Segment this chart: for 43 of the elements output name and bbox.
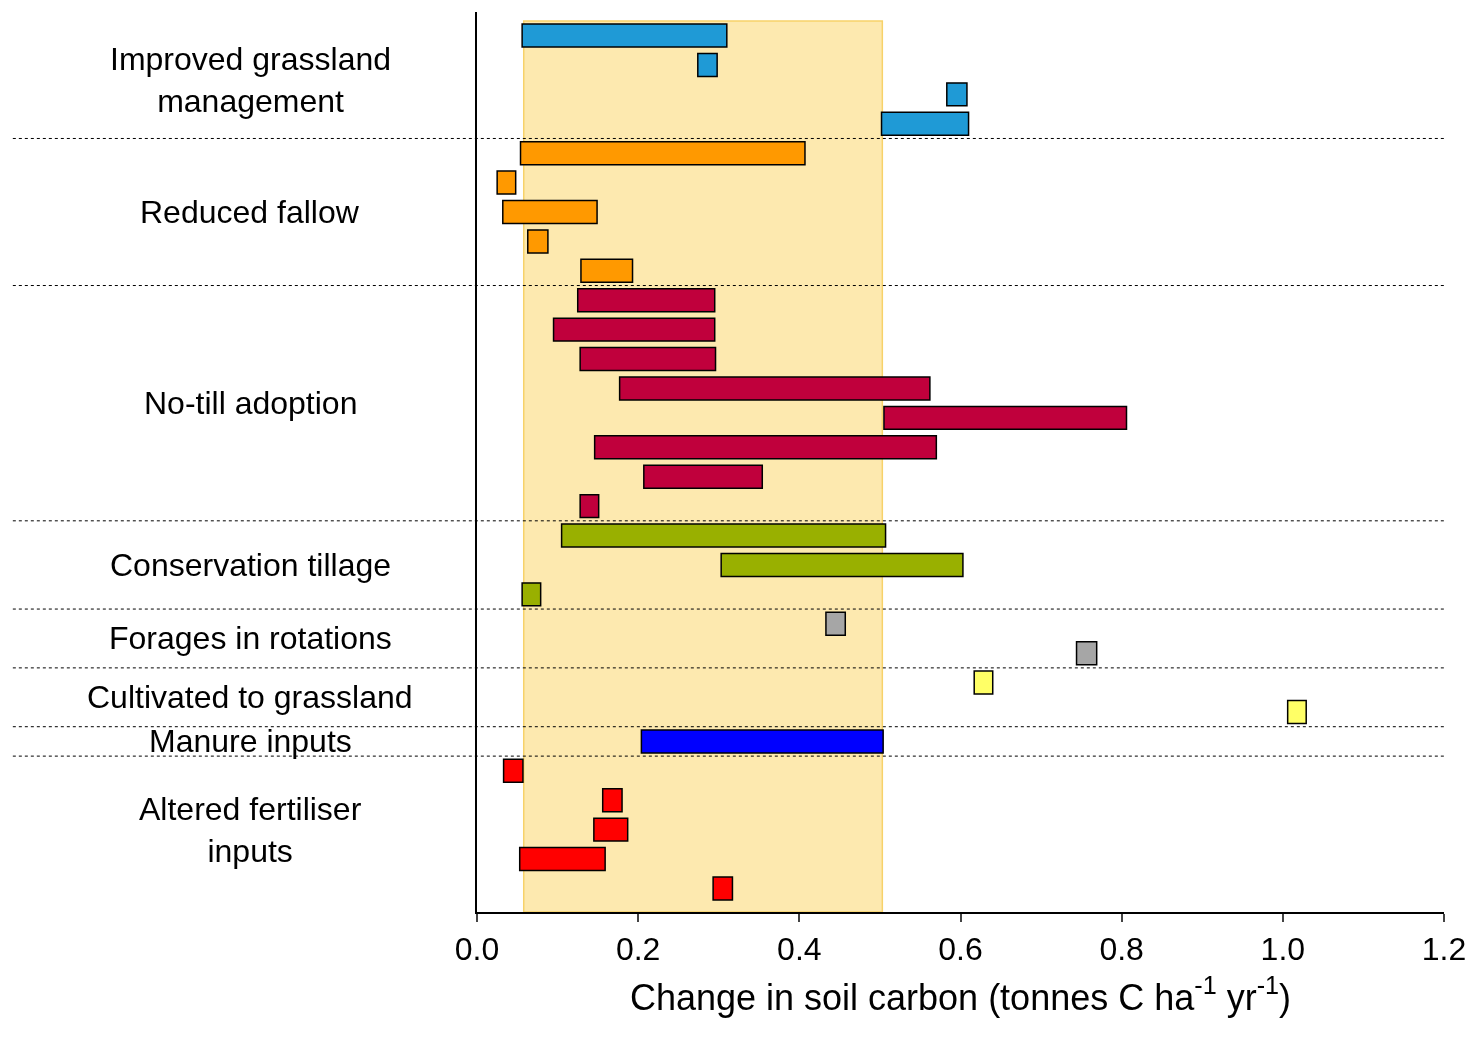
bar [880,111,970,136]
bar [521,23,728,48]
bar [643,464,764,489]
bar [712,876,734,901]
text: Conservation tillage [110,547,392,583]
x-tick-label: 0.8 [1099,931,1144,968]
bar [593,817,629,842]
x-tick-label: 1.2 [1421,931,1467,968]
bar [1075,640,1098,666]
text: Improved grassland management [110,41,392,119]
bar [527,229,549,254]
bar [560,523,887,548]
x-tick-label: 0.2 [615,931,661,968]
bar [576,288,716,313]
bar [502,758,524,784]
bar [579,493,600,519]
bar [720,552,964,578]
x-tick-label: 1.0 [1260,931,1306,968]
bar [496,170,517,195]
text: Cultivated to grassland [87,679,413,715]
bar [593,435,938,460]
bar [502,199,598,225]
bar [518,846,606,872]
text: Forages in rotations [109,620,392,656]
text: No-till adoption [144,385,358,421]
bar [946,82,968,107]
text: Altered fertiliser inputs [139,791,362,869]
text: Reduced fallow [140,194,360,230]
bar [618,376,931,401]
text: Manure inputs [149,723,352,759]
x-axis-title: Change in soil carbon (tonnes C ha$^{-1}$ yr$^{-1}$) [629,971,1292,1018]
x-tick-label: 0.6 [938,931,983,968]
bar [552,317,716,342]
bar [580,258,634,284]
bar [883,405,1128,431]
bar [825,611,847,636]
bar [579,346,717,372]
bar [1286,699,1307,725]
bar [519,140,806,166]
x-tick-label: 0.4 [777,931,822,968]
bar [601,788,623,813]
x-tick-label: 0.0 [454,931,500,968]
bar [697,52,718,78]
